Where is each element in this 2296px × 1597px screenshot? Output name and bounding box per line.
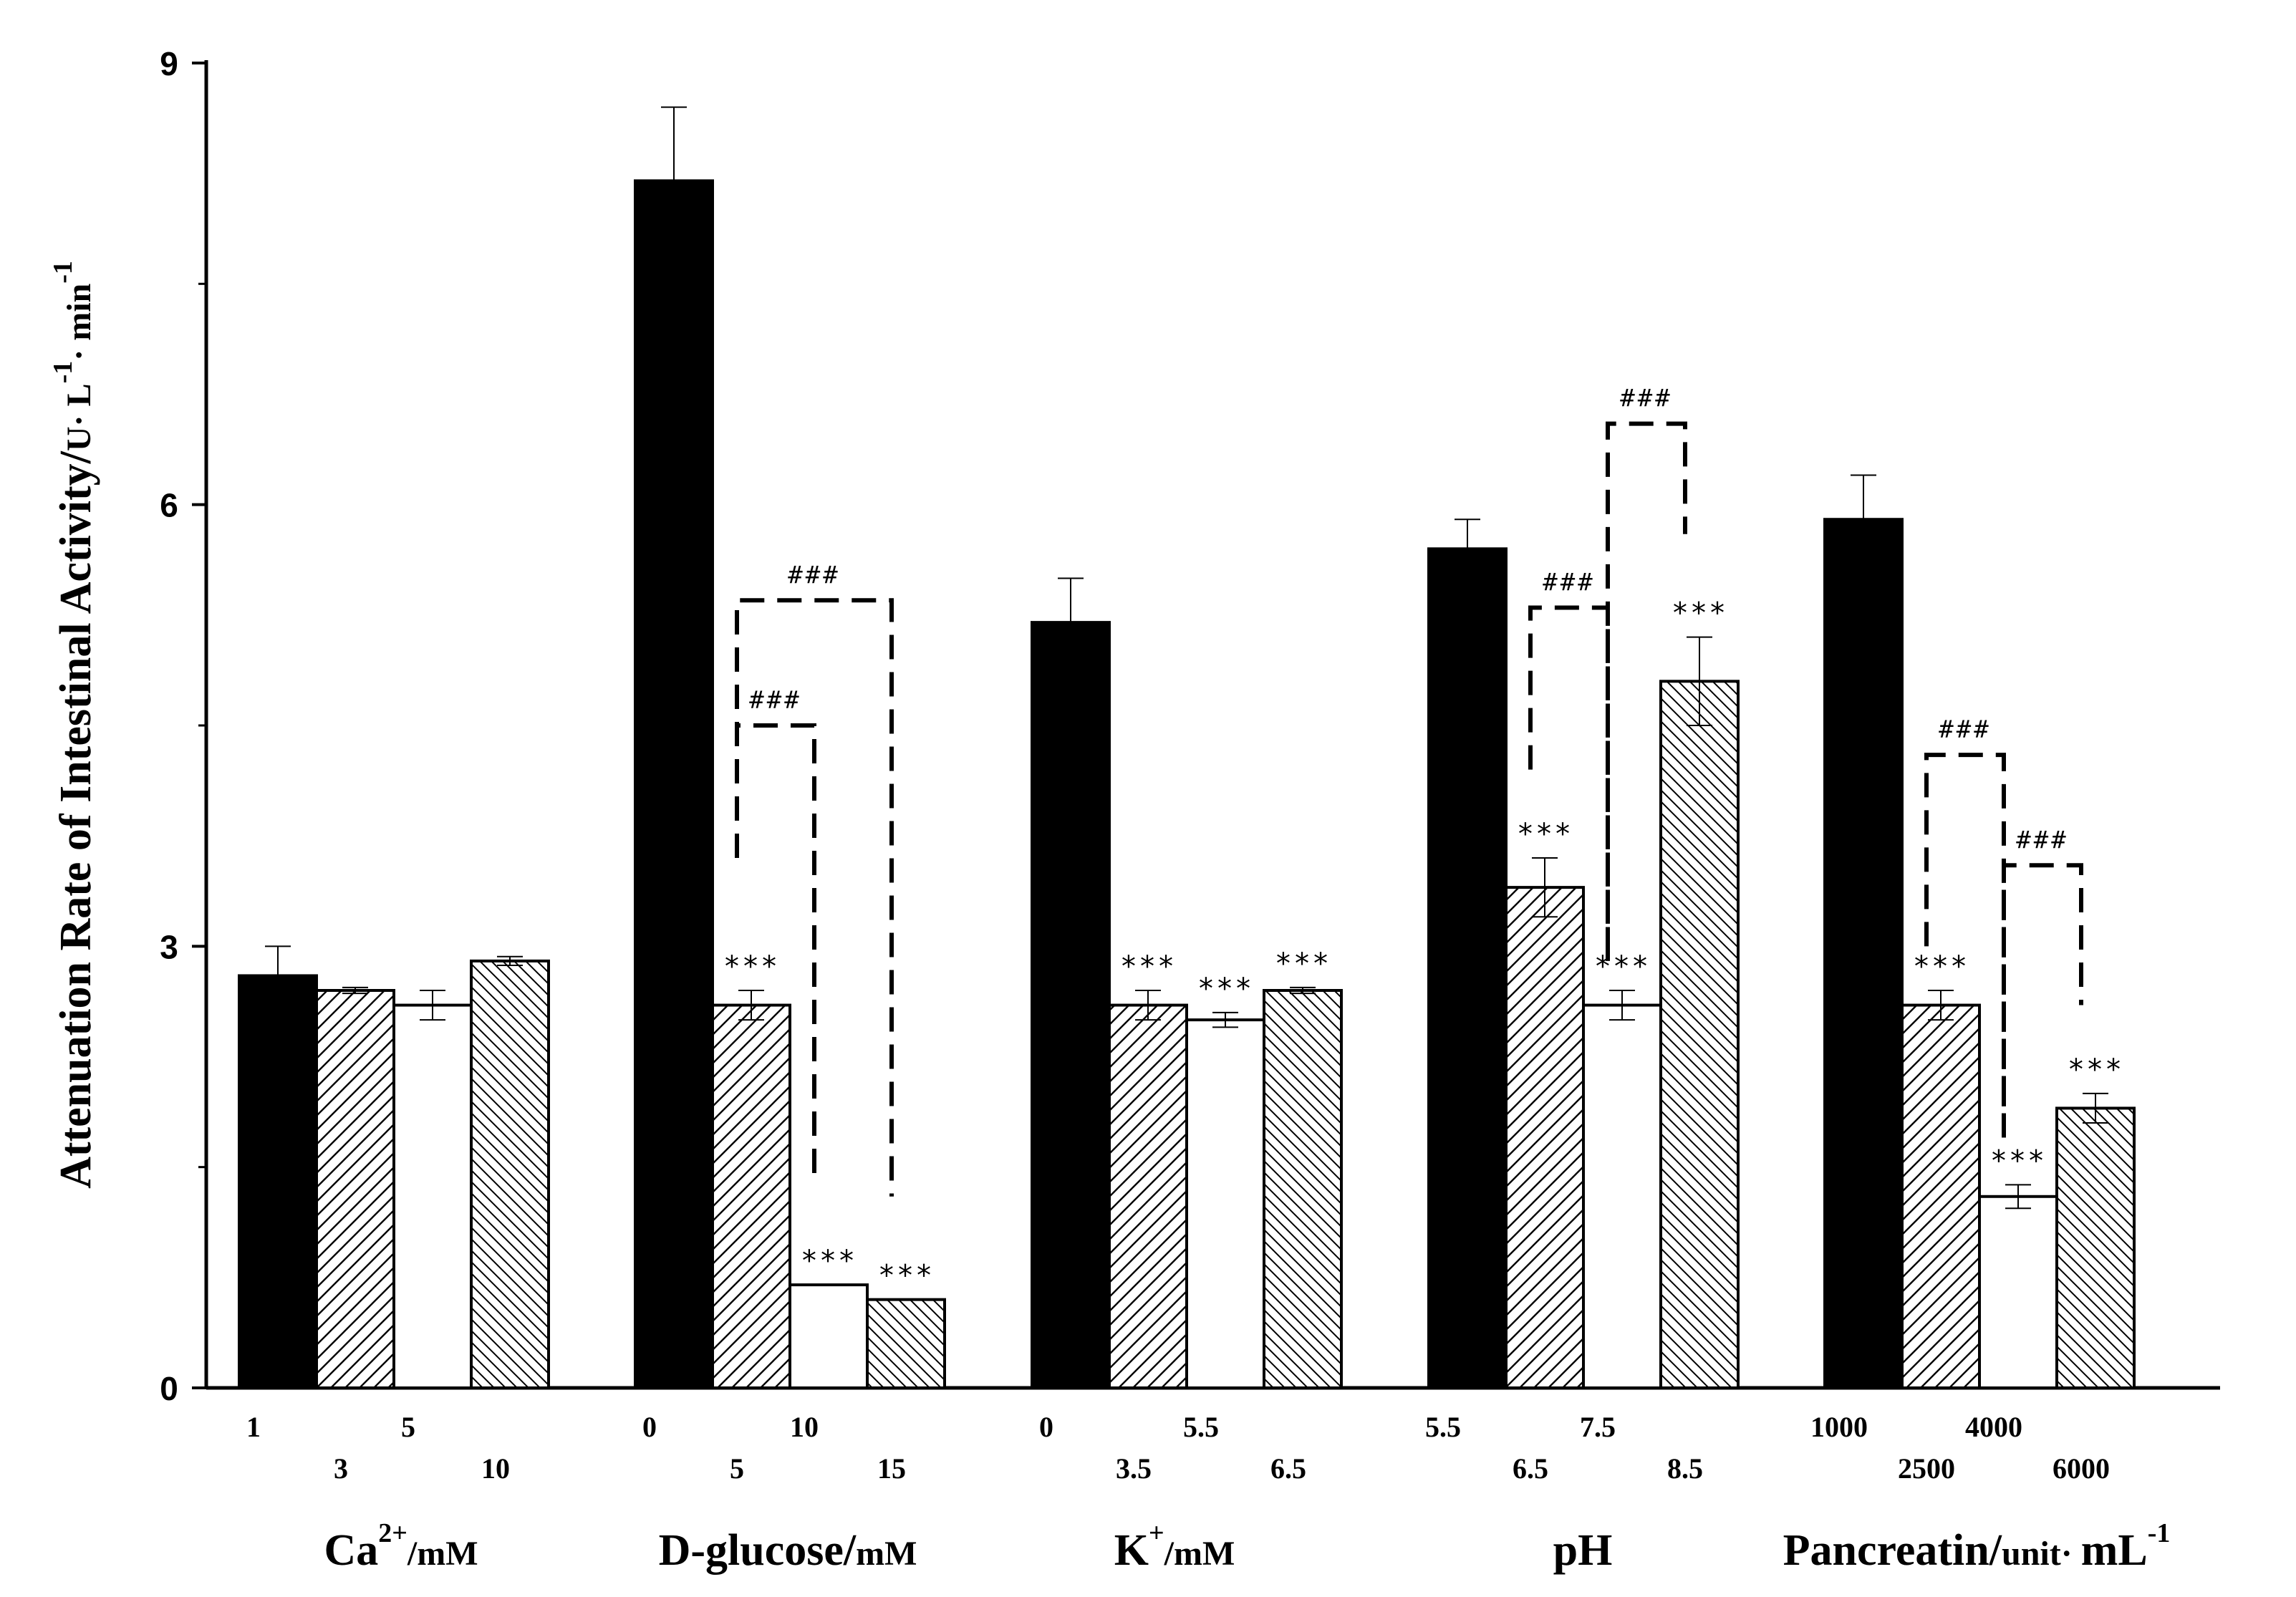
bar (1108, 1003, 1188, 1389)
category-label: 1 (246, 1411, 261, 1443)
group-label-unit: mM (856, 1535, 917, 1573)
category-label: 8.5 (1667, 1452, 1703, 1485)
bar (1505, 886, 1585, 1389)
significance-stars: *** (1517, 818, 1573, 851)
significance-stars: *** (1197, 973, 1253, 1005)
group-label-text: K (1114, 1526, 1149, 1575)
y-tick-label: 6 (160, 487, 178, 524)
group-label-text: Ca (324, 1526, 378, 1575)
significance-stars: *** (878, 1260, 934, 1293)
category-label: 6.5 (1513, 1452, 1548, 1485)
category-label: 5.5 (1183, 1411, 1219, 1443)
category-label: 0 (642, 1411, 657, 1443)
category-label: 5 (730, 1452, 744, 1485)
category-label: 3 (334, 1452, 348, 1485)
bar (470, 959, 550, 1389)
bars (238, 106, 2136, 1390)
significance-hash: ### (1543, 569, 1595, 597)
group-label-text: D-glucose/ (659, 1526, 857, 1575)
group-label-sup: + (1149, 1518, 1164, 1548)
significance-stars: *** (801, 1245, 857, 1278)
significance-hash: ### (749, 686, 801, 715)
category-label: 6000 (2053, 1452, 2110, 1485)
significance-stars: *** (1672, 597, 1727, 630)
group-label-unit: unit· (2002, 1535, 2081, 1573)
category-label: 15 (877, 1452, 906, 1485)
group-label-text: pH (1553, 1526, 1613, 1575)
bar (2055, 1106, 2136, 1389)
group-label-unit: /mM (1164, 1535, 1235, 1573)
y-axis-label-unit: · min (60, 284, 98, 361)
category-label: 5.5 (1425, 1411, 1461, 1443)
significance-hash: ### (1620, 385, 1672, 413)
group-label: Pancreatin/unit· mL-1 (1783, 1518, 2171, 1575)
y-tick-label: 3 (160, 928, 178, 965)
group-label-sup: 2+ (378, 1518, 407, 1548)
bar (315, 989, 395, 1389)
bar (1978, 1195, 2058, 1390)
bar (1901, 1003, 1981, 1389)
bar (1823, 518, 1904, 1390)
y-tick-label: 9 (160, 45, 178, 82)
bar (634, 179, 714, 1389)
significance-bracket (735, 723, 816, 1182)
significance-hash: ### (2016, 826, 2068, 854)
group-label: pH (1553, 1526, 1613, 1575)
significance-bracket (1528, 605, 1610, 947)
bar (1031, 621, 1111, 1389)
significance-bracket (1606, 421, 1687, 961)
bar (238, 974, 318, 1389)
group-label: K+/mM (1114, 1518, 1235, 1575)
significance-stars: *** (1913, 950, 1969, 983)
bar (1427, 547, 1508, 1389)
significance-hash: ### (1939, 715, 1991, 744)
bar (392, 1003, 473, 1389)
group-label-sup: -1 (2148, 1518, 2171, 1548)
significance-stars: *** (1990, 1144, 2046, 1177)
category-label: 4000 (1965, 1411, 2022, 1443)
annotations: *** *** *** *** *** *** *** *** *** *** *** *** ### #… (723, 385, 2123, 1293)
significance-hash: ### (788, 561, 840, 589)
bar (1659, 680, 1740, 1389)
significance-stars: *** (2068, 1053, 2123, 1086)
group-label-unit: /mM (407, 1535, 478, 1573)
labels: Attenuation Rate of Intestinal Activity/… (48, 261, 2170, 1575)
bar (866, 1298, 946, 1389)
category-label: 10 (481, 1452, 510, 1485)
significance-bracket (2002, 863, 2083, 1138)
bar (1582, 1003, 1662, 1389)
bar (1263, 989, 1343, 1389)
significance-stars: *** (1594, 950, 1650, 983)
y-axis-label-sup: -1 (48, 261, 78, 284)
significance-stars: *** (1120, 950, 1176, 983)
y-tick-label: 0 (160, 1370, 178, 1407)
group-label: D-glucose/mM (659, 1526, 917, 1575)
category-label: 6.5 (1270, 1452, 1306, 1485)
category-label: 2500 (1898, 1452, 1955, 1485)
category-label: 1000 (1810, 1411, 1868, 1443)
bar (711, 1003, 791, 1389)
significance-stars: *** (723, 950, 779, 983)
y-axis-label-unit: U· L (60, 383, 98, 451)
bar (1185, 1018, 1265, 1389)
group-label-text: Pancreatin/ (1783, 1526, 2002, 1575)
y-axis-label-sup: -1 (48, 361, 78, 384)
group-label: Ca2+/mM (324, 1518, 478, 1575)
category-label: 3.5 (1116, 1452, 1152, 1485)
group-label-text: mL (2081, 1526, 2148, 1575)
y-axis-label: Attenuation Rate of Intestinal Activity/… (48, 261, 100, 1189)
category-label: 5 (401, 1411, 415, 1443)
category-label: 0 (1039, 1411, 1053, 1443)
significance-stars: *** (1275, 947, 1331, 980)
category-label: 7.5 (1580, 1411, 1616, 1443)
bar (788, 1283, 869, 1389)
category-label: 10 (790, 1411, 819, 1443)
y-axis-label-main: Attenuation Rate of Intestinal Activity/ (52, 450, 100, 1189)
